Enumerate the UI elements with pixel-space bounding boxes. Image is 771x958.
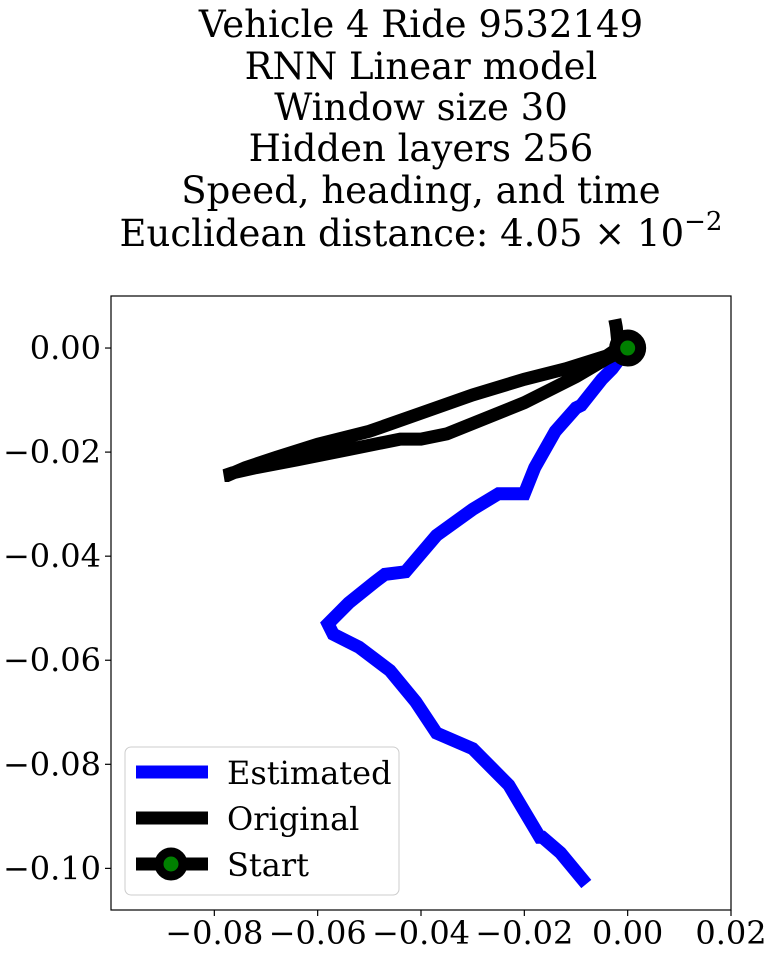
y-tick-label: −0.06 [3,641,101,679]
legend-start-marker [154,847,188,881]
title-line-3: Window size 30 [274,86,568,129]
title-line-4: Hidden layers 256 [249,127,594,170]
y-axis-ticks: 0.00 −0.02 −0.04 −0.06 −0.08 −0.10 [3,329,111,887]
x-tick-label: 0.02 [695,914,766,952]
start-marker [609,329,647,367]
title-line-6: Euclidean distance: 4.05 × 10−2 [120,207,723,255]
y-tick-label: −0.10 [3,849,101,887]
title-line-1: Vehicle 4 Ride 9532149 [198,3,643,46]
euclidean-mantissa: 4.05 [500,212,582,255]
legend: Estimated Original Start [124,746,400,896]
euclidean-exponent: −2 [684,207,722,237]
y-tick-label: −0.08 [3,745,101,783]
x-tick-label: −0.08 [165,914,263,952]
series-line-estimated [320,344,633,889]
series-layer [222,318,633,889]
y-tick-label: −0.04 [3,537,101,575]
legend-original-label: Original [227,800,359,838]
legend-start-label: Start [227,846,309,884]
x-tick-label: 0.00 [592,914,663,952]
x-tick-label: −0.04 [372,914,470,952]
y-tick-label: −0.02 [3,433,101,471]
y-tick-label: 0.00 [30,329,101,367]
title-line-2: RNN Linear model [245,45,598,88]
legend-estimated-label: Estimated [227,754,392,792]
x-tick-label: −0.02 [475,914,573,952]
chart-title: Vehicle 4 Ride 9532149 RNN Linear model … [120,3,723,255]
x-tick-label: −0.06 [269,914,367,952]
x-axis-ticks: −0.08 −0.06 −0.04 −0.02 0.00 0.02 [165,910,767,952]
series-line-original [222,318,631,482]
title-line-5: Speed, heading, and time [181,169,660,212]
